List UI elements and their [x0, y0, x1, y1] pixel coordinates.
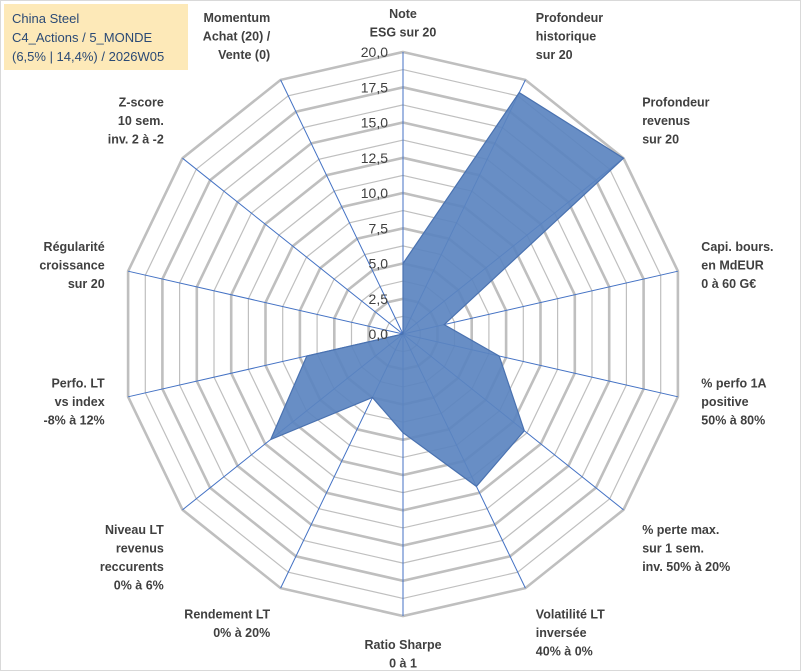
- axis-category-label: % perte max. sur 1 sem. inv. 50% à 20%: [642, 523, 730, 574]
- axis-category-label-line: ESG sur 20: [370, 26, 437, 40]
- axis-category-label-line: 0 à 60 G€: [701, 277, 756, 291]
- axis-category-label-line: Profondeur: [536, 11, 603, 25]
- axis-category-label: Ratio Sharpe 0 à 1: [364, 638, 441, 671]
- axis-category-label-line: Vente (0): [218, 48, 270, 62]
- axis-category-label-line: 40% à 0%: [536, 645, 593, 659]
- radial-tick-label: 7,5: [369, 220, 389, 236]
- radial-tick-label: 17,5: [361, 79, 388, 95]
- axis-category-label: Niveau LT revenus reccurents 0% à 6%: [100, 523, 164, 593]
- chart-title-box: China Steel C4_Actions / 5_MONDE (6,5% |…: [4, 4, 188, 70]
- radial-tick-label: 10,0: [361, 185, 388, 201]
- axis-category-label-line: Momentum: [204, 11, 271, 25]
- axis-category-label-line: Note: [389, 7, 417, 21]
- axis-category-label-line: sur 20: [642, 133, 679, 147]
- axis-category-label-line: % perfo 1A: [701, 376, 766, 390]
- radar-spoke: [402, 270, 679, 335]
- category-label-layer: Note ESG sur 20 Profondeur historique sur 20…: [39, 7, 773, 671]
- axis-category-label-line: -8% à 12%: [44, 413, 105, 427]
- axis-category-label: Capi. bours. en MdEUR 0 à 60 G€: [701, 240, 773, 291]
- radial-tick-label: 12,5: [361, 150, 388, 166]
- tick-label-layer: 0,0 2,5 5,0 7,5 10,0 12,5 15,0 17,5 20,0: [361, 44, 388, 342]
- axis-category-label-line: sur 20: [68, 277, 105, 291]
- axis-category-label: Volatilité LT inversée 40% à 0%: [536, 608, 605, 659]
- axis-category-label-line: croissance: [39, 259, 104, 273]
- radial-tick-label: 20,0: [361, 44, 388, 60]
- axis-category-label-line: sur 1 sem.: [642, 541, 704, 555]
- radar-spoke: [127, 270, 404, 335]
- axis-category-label: Profondeur historique sur 20: [536, 11, 603, 62]
- axis-category-label-line: inversée: [536, 626, 587, 640]
- axis-category-label-line: 0% à 6%: [114, 578, 164, 592]
- axis-category-label-line: vs index: [55, 395, 105, 409]
- axis-category-label-line: sur 20: [536, 48, 573, 62]
- radial-tick-label: 0,0: [369, 326, 389, 342]
- series-area-layer: [269, 91, 625, 488]
- axis-category-label-line: Achat (20) /: [203, 29, 271, 43]
- axis-category-label: Régularité croissance sur 20: [39, 240, 104, 291]
- axis-category-label-line: Régularité: [44, 240, 105, 254]
- axis-category-label-line: positive: [701, 395, 748, 409]
- radial-tick-label: 5,0: [369, 256, 389, 272]
- axis-category-label-line: Volatilité LT: [536, 608, 605, 622]
- title-company: China Steel: [12, 11, 80, 26]
- axis-category-label-line: % perte max.: [642, 523, 719, 537]
- radar-spoke: [182, 157, 404, 335]
- axis-category-label-line: Ratio Sharpe: [364, 638, 441, 652]
- axis-category-label-line: Rendement LT: [184, 608, 270, 622]
- series-area: [269, 91, 625, 488]
- axis-category-label-line: Z-score: [119, 96, 164, 110]
- axis-category-label-line: inv. 50% à 20%: [642, 560, 730, 574]
- axis-category-label-line: Perfo. LT: [51, 376, 105, 390]
- radar-spoke: [280, 79, 404, 335]
- axis-category-label-line: Capi. bours.: [701, 240, 773, 254]
- axis-category-label-line: revenus: [642, 114, 690, 128]
- axis-category-label-line: 0 à 1: [389, 657, 417, 671]
- radial-tick-label: 15,0: [361, 115, 388, 131]
- radial-tick-label: 2,5: [369, 291, 389, 307]
- axis-category-label-line: en MdEUR: [701, 259, 764, 273]
- axis-category-label-line: 10 sem.: [118, 114, 164, 128]
- axis-category-label: Z-score 10 sem. inv. 2 à -2: [108, 96, 164, 147]
- title-stats: (6,5% | 14,4%) / 2026W05: [12, 49, 165, 64]
- axis-category-label: % perfo 1A positive 50% à 80%: [701, 376, 766, 427]
- axis-category-label-line: Profondeur: [642, 96, 709, 110]
- axis-category-label-line: inv. 2 à -2: [108, 133, 164, 147]
- axis-category-label: Note ESG sur 20: [370, 7, 437, 40]
- axis-category-label: Profondeur revenus sur 20: [642, 96, 709, 147]
- axis-category-label: Momentum Achat (20) / Vente (0): [203, 11, 271, 62]
- axis-category-label-line: 0% à 20%: [213, 626, 270, 640]
- axis-category-label-line: historique: [536, 29, 596, 43]
- axis-category-label-line: 50% à 80%: [701, 413, 765, 427]
- axis-category-label: Rendement LT 0% à 20%: [184, 608, 270, 641]
- title-portfolio: C4_Actions / 5_MONDE: [12, 30, 153, 45]
- axis-category-label: Perfo. LT vs index -8% à 12%: [44, 376, 106, 427]
- axis-category-label-line: revenus: [116, 541, 164, 555]
- axis-category-label-line: reccurents: [100, 560, 164, 574]
- axis-category-label-line: Niveau LT: [105, 523, 164, 537]
